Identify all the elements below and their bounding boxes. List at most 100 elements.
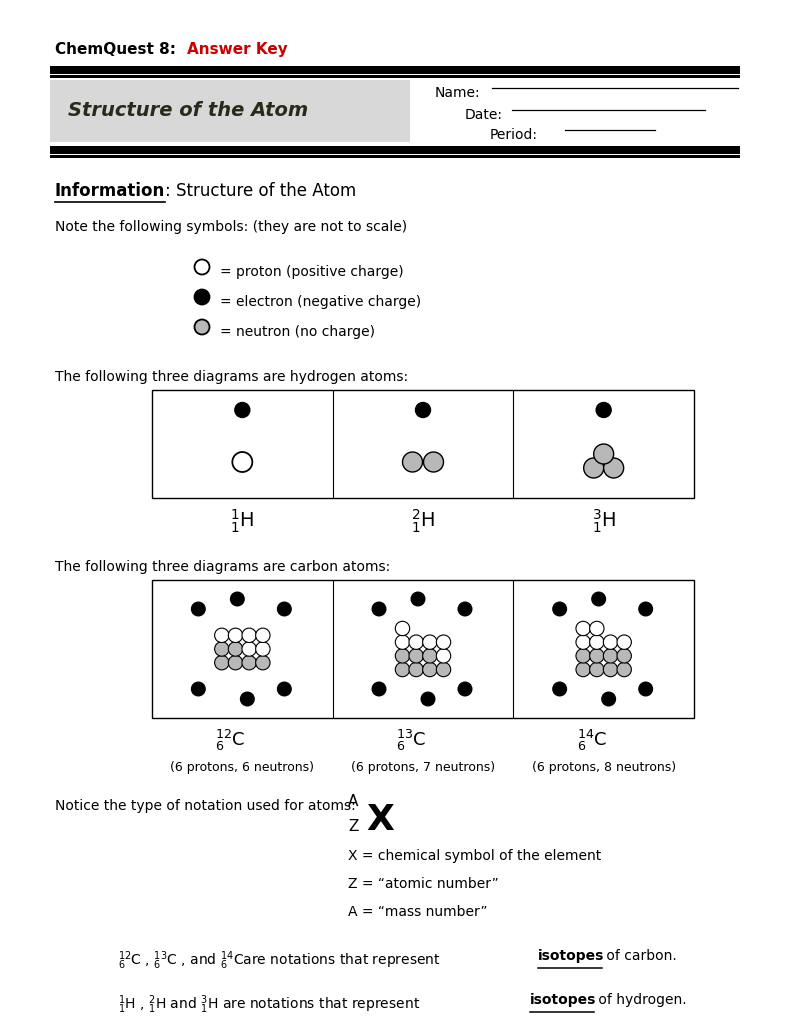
Circle shape: [639, 682, 653, 695]
Text: Structure of the Atom: Structure of the Atom: [68, 101, 308, 121]
Circle shape: [409, 663, 423, 677]
Text: (6 protons, 8 neutrons): (6 protons, 8 neutrons): [532, 761, 676, 774]
Circle shape: [255, 628, 270, 642]
Circle shape: [604, 663, 618, 677]
Circle shape: [373, 682, 386, 695]
Bar: [50, 146, 740, 154]
Circle shape: [589, 648, 604, 664]
Text: $^{12}_{6}$C: $^{12}_{6}$C: [215, 728, 245, 753]
Text: = proton (positive charge): = proton (positive charge): [220, 265, 403, 279]
Text: (6 protons, 7 neutrons): (6 protons, 7 neutrons): [351, 761, 495, 774]
Bar: [50, 75, 740, 78]
Text: = neutron (no charge): = neutron (no charge): [220, 325, 375, 339]
Circle shape: [411, 592, 425, 606]
Text: A: A: [348, 794, 358, 809]
Text: Notice the type of notation used for atoms:: Notice the type of notation used for ato…: [55, 799, 356, 813]
Bar: [152, 390, 694, 498]
Text: Date:: Date:: [465, 108, 503, 122]
Text: The following three diagrams are carbon atoms:: The following three diagrams are carbon …: [55, 560, 390, 574]
Circle shape: [617, 663, 631, 677]
Circle shape: [589, 622, 604, 636]
Circle shape: [191, 602, 205, 615]
Circle shape: [604, 648, 618, 664]
Circle shape: [195, 290, 210, 304]
Circle shape: [242, 642, 256, 656]
Text: Z = “atomic number”: Z = “atomic number”: [348, 877, 499, 891]
Circle shape: [229, 655, 243, 670]
Circle shape: [602, 692, 615, 706]
Text: $^{3}_{1}$H: $^{3}_{1}$H: [592, 508, 615, 536]
Text: $^{14}_{6}$C: $^{14}_{6}$C: [577, 728, 607, 753]
Circle shape: [373, 602, 386, 615]
Circle shape: [191, 682, 205, 695]
Circle shape: [589, 635, 604, 649]
Circle shape: [576, 663, 590, 677]
Circle shape: [553, 602, 566, 615]
Circle shape: [421, 692, 435, 706]
Text: X: X: [366, 803, 394, 837]
Bar: [50, 155, 740, 158]
Circle shape: [415, 402, 430, 418]
Text: The following three diagrams are hydrogen atoms:: The following three diagrams are hydroge…: [55, 370, 408, 384]
Circle shape: [230, 592, 244, 606]
Text: Note the following symbols: (they are not to scale): Note the following symbols: (they are no…: [55, 220, 407, 234]
Circle shape: [278, 682, 291, 695]
Bar: [152, 580, 694, 718]
Circle shape: [553, 682, 566, 695]
Circle shape: [278, 602, 291, 615]
Circle shape: [214, 642, 229, 656]
Text: isotopes: isotopes: [538, 949, 604, 963]
Circle shape: [396, 635, 410, 649]
Circle shape: [255, 642, 270, 656]
Circle shape: [604, 635, 618, 649]
Circle shape: [396, 663, 410, 677]
Circle shape: [240, 692, 254, 706]
Text: Answer Key: Answer Key: [187, 42, 288, 57]
Text: $^{1}_{1}$H: $^{1}_{1}$H: [230, 508, 255, 536]
Circle shape: [576, 648, 590, 664]
Circle shape: [422, 663, 437, 677]
Circle shape: [617, 635, 631, 649]
Circle shape: [423, 452, 444, 472]
Bar: [50, 66, 740, 74]
Circle shape: [639, 602, 653, 615]
Text: = electron (negative charge): = electron (negative charge): [220, 295, 421, 309]
Circle shape: [195, 319, 210, 335]
Text: X = chemical symbol of the element: X = chemical symbol of the element: [348, 849, 601, 863]
Circle shape: [233, 452, 252, 472]
Circle shape: [576, 622, 590, 636]
Text: Information: Information: [55, 182, 165, 200]
Text: $^{2}_{1}$H: $^{2}_{1}$H: [411, 508, 435, 536]
Text: isotopes: isotopes: [530, 993, 596, 1007]
Circle shape: [422, 648, 437, 664]
Circle shape: [229, 642, 243, 656]
Circle shape: [214, 655, 229, 670]
Circle shape: [242, 628, 256, 642]
Circle shape: [458, 682, 471, 695]
Text: : Structure of the Atom: : Structure of the Atom: [165, 182, 356, 200]
Text: $^{12}_{6}$C , $^{13}_{6}$C , and $^{14}_{6}$Care notations that represent: $^{12}_{6}$C , $^{13}_{6}$C , and $^{14}…: [118, 949, 441, 972]
Text: of hydrogen.: of hydrogen.: [594, 993, 687, 1007]
Circle shape: [409, 648, 423, 664]
Circle shape: [584, 458, 604, 478]
Circle shape: [235, 402, 250, 418]
Circle shape: [422, 635, 437, 649]
Circle shape: [396, 622, 410, 636]
Circle shape: [576, 635, 590, 649]
Text: Z: Z: [348, 819, 358, 834]
Circle shape: [437, 663, 451, 677]
Text: $^{13}_{6}$C: $^{13}_{6}$C: [396, 728, 426, 753]
Circle shape: [589, 663, 604, 677]
Circle shape: [437, 635, 451, 649]
Circle shape: [195, 259, 210, 274]
Text: Period:: Period:: [490, 128, 538, 142]
Circle shape: [592, 592, 605, 606]
Text: Name:: Name:: [435, 86, 481, 100]
Circle shape: [403, 452, 422, 472]
Text: of carbon.: of carbon.: [602, 949, 677, 963]
Circle shape: [596, 402, 611, 418]
Circle shape: [229, 628, 243, 642]
Circle shape: [242, 655, 256, 670]
Circle shape: [409, 635, 423, 649]
Text: A = “mass number”: A = “mass number”: [348, 905, 487, 919]
